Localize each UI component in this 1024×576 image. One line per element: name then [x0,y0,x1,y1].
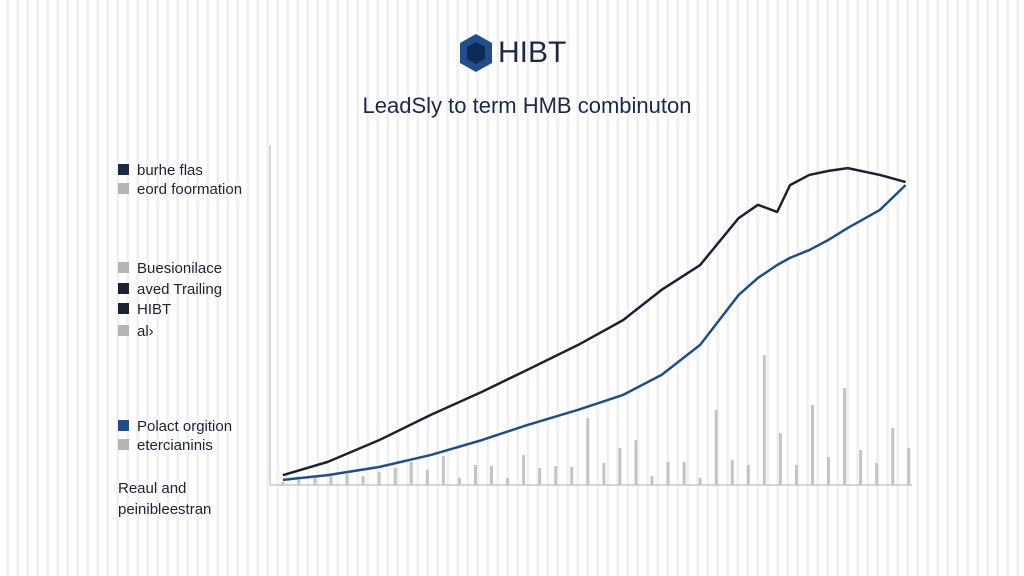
bar [570,466,574,485]
legend-label: aved Trailing [137,281,222,298]
bar [682,461,686,485]
bar [281,481,285,485]
bar [506,477,510,485]
bar [554,465,558,485]
bar [794,464,798,485]
legend-label: al› [137,323,154,340]
note: peinibleestran [118,501,211,518]
bar [634,440,638,485]
legend-label: Buesionilace [137,260,222,277]
line-series [282,184,907,482]
bar [907,447,911,485]
bar [730,459,734,485]
bar [345,474,349,485]
bar [762,355,766,485]
bar [602,462,606,485]
bar [827,457,831,485]
bar [313,477,317,485]
bar [746,464,750,485]
bar [361,476,365,485]
bar [859,449,863,485]
legend-swatch [118,439,129,450]
chart-title: LeadSly to term HMB combinuton [363,93,692,118]
bar [409,461,413,485]
legend-label: HIBT [137,301,171,318]
bar [586,418,590,485]
legend-swatch [118,183,129,194]
bar [377,472,381,485]
logo: HIBT [460,34,566,72]
bar [522,455,526,485]
legend-swatch [118,303,129,314]
bar [538,468,542,485]
legend-label: burhe flas [137,162,203,179]
legend-swatch [118,420,129,431]
line-series [282,166,906,477]
bar [329,476,333,485]
bar [489,465,493,485]
bar [714,409,718,485]
legend-label: eord foormation [137,181,242,198]
note: Reaul and [118,480,186,497]
bar [393,468,397,485]
bar [618,447,622,485]
bar [666,461,670,485]
bar [843,388,847,485]
logo-text: HIBT [498,36,566,69]
bar [875,462,879,485]
legend-swatch [118,283,129,294]
legend-swatch [118,325,129,336]
bar [441,456,445,485]
bar [425,470,429,485]
legend-swatch [118,164,129,175]
bar [810,405,814,485]
bar [891,427,895,485]
legend-swatch [118,262,129,273]
bar [457,477,461,485]
bar [778,432,782,485]
logo-inner [467,42,485,64]
bar [698,477,702,485]
bar [297,479,301,485]
bar [650,476,654,485]
legend-label: etercianinis [137,437,213,454]
legend-label: Polact orgition [137,418,232,435]
bar [473,464,477,485]
